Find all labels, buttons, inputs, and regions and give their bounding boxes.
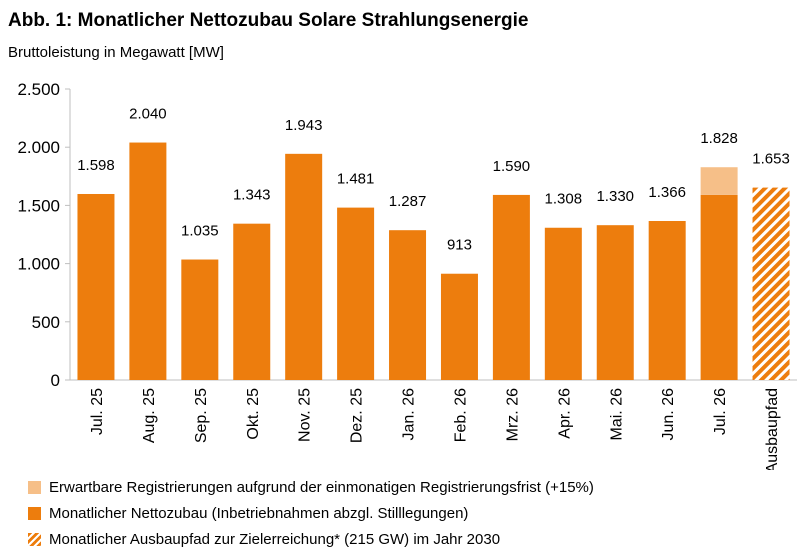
bar-net-additions <box>648 220 686 380</box>
data-label: 1.308 <box>545 191 583 208</box>
bar-net-additions <box>337 207 375 380</box>
y-tick-label: 2.500 <box>17 80 60 99</box>
data-label: 913 <box>447 237 472 254</box>
y-tick-label: 500 <box>32 313 60 332</box>
x-tick-label: Dez. 25 <box>349 388 366 443</box>
bar-net-additions <box>389 230 427 380</box>
x-tick-label: Feb. 26 <box>452 388 469 442</box>
legend-item-expected: Erwartbare Registrierungen aufgrund der … <box>28 474 594 500</box>
bar-net-additions <box>285 153 323 380</box>
data-label: 1.943 <box>285 117 323 134</box>
bar-net-additions <box>596 225 634 380</box>
legend: Erwartbare Registrierungen aufgrund der … <box>28 474 594 552</box>
bar-expected-registrations <box>700 167 738 195</box>
bar-net-additions <box>77 193 115 380</box>
x-tick-label: Mrz. 26 <box>504 388 521 441</box>
bar-net-additions <box>233 223 271 380</box>
legend-swatch-net-additions <box>28 506 41 520</box>
legend-label-net-additions: Monatlicher Nettozubau (Inbetriebnahmen … <box>49 504 469 522</box>
x-tick-label: Jun. 26 <box>660 388 677 441</box>
data-label: 1.653 <box>752 151 790 168</box>
chart-subtitle: Bruttoleistung in Megawatt [MW] <box>8 44 224 61</box>
x-tick-label: Sep. 25 <box>193 388 210 443</box>
bar-chart: 0 500 1.000 1.500 2.000 2.500 1.598 2.040 1.035… <box>17 80 797 470</box>
data-label: 1.330 <box>596 188 634 205</box>
legend-item-target-path: Monatlicher Ausbaupfad zur Zielerreichun… <box>28 526 594 552</box>
x-tick-label: Jul. 26 <box>712 388 729 435</box>
bar-net-additions <box>440 273 478 380</box>
legend-item-net-additions: Monatlicher Nettozubau (Inbetriebnahmen … <box>28 500 594 526</box>
bar-net-additions <box>700 194 738 380</box>
x-tick-label: Ausbaupfad <box>764 388 781 470</box>
x-tick-label: Apr. 26 <box>556 388 573 439</box>
bar-target-path <box>752 187 790 380</box>
data-label: 1.598 <box>77 157 115 174</box>
bar-net-additions <box>544 227 582 380</box>
x-tick-label: Jan. 26 <box>401 388 418 441</box>
data-label: 1.590 <box>493 158 531 175</box>
y-tick-label: 0 <box>51 371 60 390</box>
data-label: 2.040 <box>129 106 167 123</box>
bar-net-additions <box>181 259 219 380</box>
bar-net-additions <box>492 194 530 380</box>
data-label: 1.481 <box>337 171 375 188</box>
legend-swatch-target-path <box>28 532 41 546</box>
x-tick-label: Okt. 25 <box>245 388 262 440</box>
data-label: 1.035 <box>181 223 219 240</box>
legend-swatch-expected <box>28 480 41 494</box>
y-tick-label: 1.500 <box>17 196 60 215</box>
bar-net-additions <box>129 142 167 380</box>
legend-label-target-path: Monatlicher Ausbaupfad zur Zielerreichun… <box>49 530 501 548</box>
x-tick-label: Mai. 26 <box>608 388 625 441</box>
x-tick-label: Jul. 25 <box>89 388 106 435</box>
x-tick-label: Aug. 25 <box>141 388 158 443</box>
data-label: 1.287 <box>389 193 427 210</box>
chart-title: Abb. 1: Monatlicher Nettozubau Solare St… <box>8 10 529 31</box>
data-label: 1.366 <box>648 184 686 201</box>
x-tick-label: Nov. 25 <box>297 388 314 442</box>
legend-label-expected: Erwartbare Registrierungen aufgrund der … <box>49 478 594 496</box>
y-tick-label: 1.000 <box>17 255 60 274</box>
y-tick-label: 2.000 <box>17 138 60 157</box>
data-label: 1.343 <box>233 187 271 204</box>
data-label: 1.828 <box>700 130 738 147</box>
